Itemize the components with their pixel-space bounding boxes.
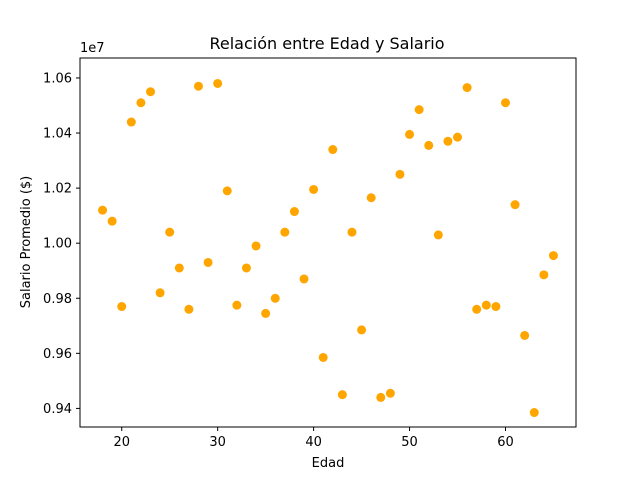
chart-title: Relación entre Edad y Salario [209,34,444,53]
data-point [385,388,395,398]
data-point [424,140,434,150]
data-markers [98,78,558,418]
data-point [184,304,194,314]
data-point [232,300,242,310]
x-tick-label: 60 [497,435,514,450]
y-tick-label: 1.06 [43,71,72,86]
data-point [280,227,290,237]
y-tick-label: 1.04 [43,127,72,142]
y-tick-label: 0.94 [43,402,72,417]
data-point [366,193,376,203]
plot-frame [79,57,577,428]
data-point [299,274,309,284]
y-tick-label: 0.98 [43,292,72,307]
data-point [433,230,443,240]
data-point [251,241,261,251]
data-point [222,186,232,196]
data-point [309,184,319,194]
data-point [539,270,549,280]
data-point [193,81,203,91]
data-point [462,83,472,93]
data-point [491,302,501,312]
y-axis-ticks: 0.94 0.96 0.98 1.00 1.02 1.04 1.06 [43,71,80,417]
data-point [347,227,357,237]
data-point [241,263,251,273]
data-point [213,78,223,88]
data-point [529,408,539,418]
data-point [548,251,558,261]
data-point [155,288,165,298]
y-offset-text: 1e7 [80,41,105,56]
data-point [107,216,117,226]
x-tick-label: 40 [305,435,322,450]
data-point [270,293,280,303]
plot-area: 20 30 40 50 60 0.94 0.96 0.98 1.00 1.02 1.04 1.06 [43,57,577,450]
data-point [174,263,184,273]
data-point [337,390,347,400]
data-point [453,132,463,142]
data-point [117,302,127,312]
data-point [510,200,520,210]
y-tick-label: 1.02 [43,182,72,197]
data-point [318,352,328,362]
data-point [481,300,491,310]
y-tick-label: 1.00 [43,237,72,252]
data-point [203,257,213,267]
data-point [395,169,405,179]
y-axis-label: Salario Promedio ($) [19,176,34,309]
data-point [328,145,338,155]
data-point [376,392,386,402]
data-point [357,325,367,335]
data-point [443,136,453,146]
data-point [405,129,415,139]
data-point [126,117,136,127]
x-tick-label: 50 [401,435,418,450]
data-point [289,207,299,217]
data-point [261,308,271,318]
x-axis-label: Edad [312,456,345,471]
data-point [98,205,108,215]
data-point [414,105,424,115]
x-axis-ticks: 20 30 40 50 60 [113,427,514,450]
x-tick-label: 20 [113,435,130,450]
y-tick-label: 0.96 [43,347,72,362]
x-tick-label: 30 [209,435,226,450]
data-point [146,87,156,97]
data-point [472,304,482,314]
data-point [500,98,510,108]
data-point [165,227,175,237]
data-point [136,98,146,108]
data-point [520,330,530,340]
